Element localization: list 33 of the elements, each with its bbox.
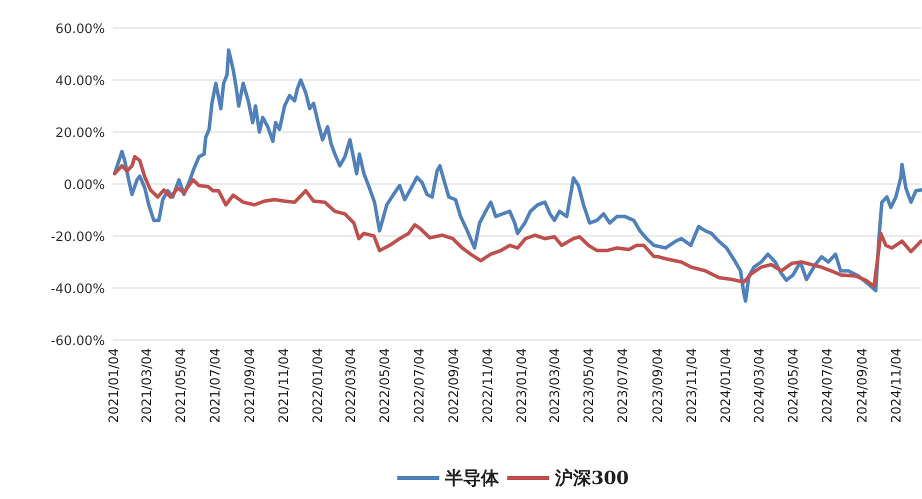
- x-tick-label: 2022/09/04: [446, 348, 462, 423]
- legend-label: 半导体: [444, 468, 500, 489]
- y-tick-label: -40.00%: [50, 282, 105, 297]
- x-tick-label: 2021/11/04: [277, 348, 292, 423]
- x-tick-label: 2023/11/04: [684, 348, 700, 423]
- x-tick-label: 2024/03/04: [752, 348, 768, 423]
- x-tick-label: 2022/01/04: [311, 348, 326, 423]
- x-tick-label: 2024/11/04: [889, 348, 904, 423]
- x-tick-label: 2023/09/04: [650, 348, 666, 423]
- legend-label: 沪深300: [554, 468, 629, 489]
- y-tick-label: 60.00%: [55, 22, 105, 37]
- x-tick-label: 2021/03/04: [140, 348, 156, 423]
- x-tick-label: 2024/01/04: [719, 348, 734, 423]
- y-tick-label: 40.00%: [55, 74, 105, 89]
- x-tick-label: 2022/05/04: [378, 348, 394, 423]
- x-tick-label: 2022/11/04: [481, 348, 496, 423]
- y-tick-label: 0.00%: [64, 178, 105, 193]
- x-tick-label: 2023/01/04: [515, 348, 530, 423]
- x-tick-label: 2022/03/04: [344, 348, 360, 423]
- x-tick-label: 2023/03/04: [548, 348, 564, 423]
- x-tick-label: 2021/07/04: [208, 348, 224, 423]
- x-tick-label: 2023/07/04: [616, 348, 632, 423]
- x-tick-label: 2021/05/04: [174, 348, 190, 423]
- x-tick-label: 2023/05/04: [582, 348, 598, 423]
- x-tick-label: 2021/01/04: [107, 348, 122, 423]
- x-tick-label: 2024/09/04: [855, 348, 870, 423]
- x-tick-label: 2024/07/04: [820, 348, 836, 423]
- x-tick-label: 2022/07/04: [412, 348, 428, 423]
- x-tick-label: 2021/09/04: [242, 348, 258, 423]
- y-tick-label: 20.00%: [55, 126, 105, 141]
- y-tick-label: -20.00%: [50, 230, 105, 245]
- x-tick-label: 2024/05/04: [786, 348, 802, 423]
- y-tick-label: -60.00%: [50, 334, 105, 349]
